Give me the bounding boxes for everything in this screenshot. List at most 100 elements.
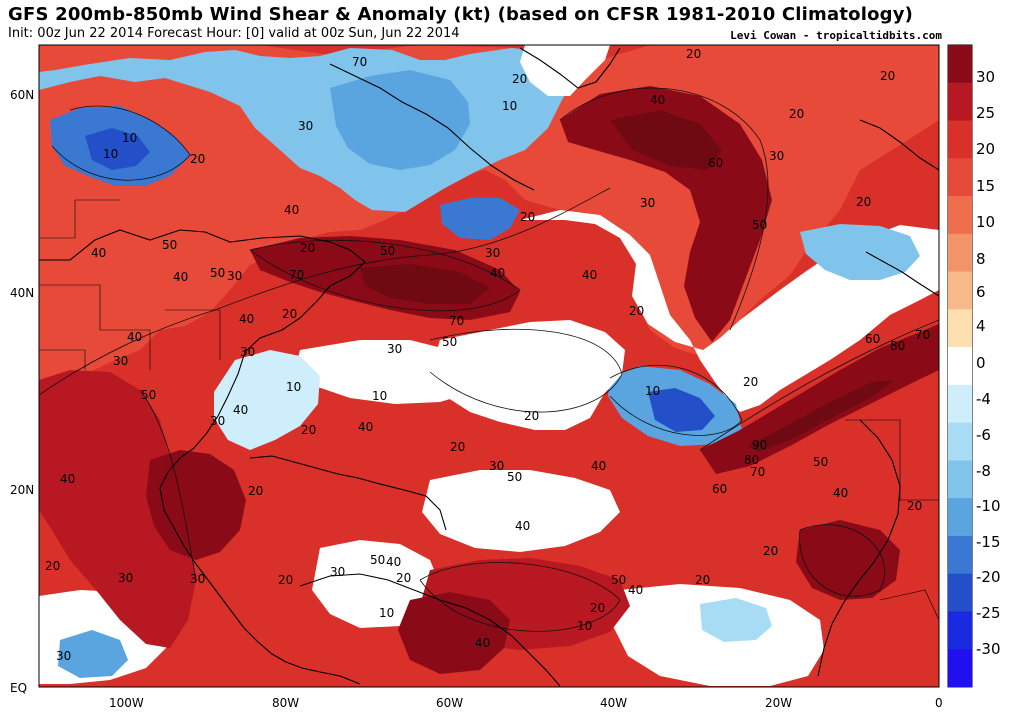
central-white-zone (430, 320, 625, 430)
contour-label: 80 (744, 453, 759, 467)
contour-label: 50 (380, 244, 395, 258)
contour-label: 30 (118, 571, 133, 585)
lat-label-40n: 40N (10, 286, 34, 300)
labrador-blue-core (440, 198, 520, 240)
contour-label: 50 (507, 470, 522, 484)
contour-label: 10 (502, 99, 517, 113)
northeast-jet-inner (610, 110, 722, 170)
contour-label: 20 (190, 152, 205, 166)
colorbar-swatch (948, 611, 972, 650)
south-east-blue-core (700, 598, 772, 642)
caribbean-coast (249, 455, 447, 531)
contour-label: 20 (248, 484, 263, 498)
credit-text: Levi Cowan - tropicaltidbits.com (730, 29, 942, 42)
colorbar-label: 10 (976, 213, 995, 231)
borders (39, 199, 939, 621)
north-jet-core-inner (360, 264, 490, 304)
contour-label: 30 (56, 649, 71, 663)
contour-label: 30 (489, 459, 504, 473)
colorbar-swatch (948, 649, 972, 688)
contour-label: 70 (289, 268, 304, 282)
colorbar-label: -6 (976, 426, 991, 444)
contour-line-1 (39, 187, 611, 396)
lat-label-60n: 60N (10, 88, 34, 102)
contour-label: 70 (915, 328, 930, 342)
greenland-coast (519, 47, 621, 89)
colorbar-swatch (948, 422, 972, 461)
contour-label: 40 (233, 403, 248, 417)
colorbar-label: -4 (976, 390, 991, 408)
contour-label: 30 (330, 565, 345, 579)
contour-label: 40 (127, 330, 142, 344)
contour-label: 10 (286, 380, 301, 394)
contour-label: 40 (239, 312, 254, 326)
border-1 (39, 284, 151, 370)
lat-label-eq: EQ (10, 681, 27, 695)
colorbar-label: -15 (976, 533, 1001, 551)
colorbar-label: -25 (976, 604, 1001, 622)
colorbar-label: -30 (976, 640, 1001, 658)
colorbar-swatches (948, 45, 972, 688)
colorbar-swatch (948, 45, 972, 84)
contour-label: 20 (743, 375, 758, 389)
colorbar-label: 0 (976, 354, 986, 372)
lat-label-20n: 20N (10, 483, 34, 497)
eastern-jet-core (700, 324, 939, 474)
contour-label: 70 (750, 465, 765, 479)
contour-label: 20 (880, 69, 895, 83)
contour-label: 40 (833, 486, 848, 500)
colorbar-label: -8 (976, 462, 991, 480)
contour-label: 20 (300, 241, 315, 255)
greenland-blue-zone (330, 70, 470, 170)
contour-label: 20 (512, 72, 527, 86)
contour-label: 40 (650, 93, 665, 107)
contour-label: 30 (640, 196, 655, 210)
subtropical-dark-blue-core (648, 388, 715, 432)
colorbar-swatch (948, 271, 972, 310)
colorbar-label: 30 (976, 68, 995, 86)
lon-label-0: 0 (935, 696, 943, 710)
contour-label: 40 (358, 420, 373, 434)
colorbar-label: 4 (976, 317, 986, 335)
contour-label: 10 (372, 389, 387, 403)
contour-label: 30 (240, 345, 255, 359)
contour-label: 10 (103, 147, 118, 161)
north-america-coast (39, 229, 366, 685)
contour-label: 20 (450, 440, 465, 454)
colorbar-label: 25 (976, 104, 995, 122)
colorbar-swatch (948, 535, 972, 575)
contour-label: 50 (141, 388, 156, 402)
contour-line-4 (609, 364, 743, 436)
x-axis-labels: 100W 80W 60W 40W 20W 0 (109, 696, 943, 710)
lon-label-20w: 20W (765, 696, 792, 710)
eastern-jet-inner (748, 380, 895, 452)
contour-label: 50 (611, 573, 626, 587)
contour-label: 20 (789, 107, 804, 121)
contour-label: 30 (485, 246, 500, 260)
contour-label: 40 (582, 268, 597, 282)
eastern-blue-band (800, 224, 920, 280)
contour-label: 20 (629, 304, 644, 318)
contour-label: 50 (370, 553, 385, 567)
contour-label: 60 (865, 332, 880, 346)
colorbar-swatch (948, 460, 972, 499)
colorbar-swatch (948, 498, 972, 537)
border-4 (40, 199, 120, 239)
contour-label: 40 (284, 203, 299, 217)
colorbar-swatch (948, 309, 972, 348)
contour-label: 50 (813, 455, 828, 469)
contour-label: 20 (686, 47, 701, 61)
tropical-white-zone (422, 470, 620, 552)
border-3 (165, 309, 221, 360)
contour-label: 40 (515, 519, 530, 533)
west-land-dark-red (39, 370, 196, 648)
greenland-white-zone (520, 45, 610, 96)
central-america-red-core (146, 450, 246, 560)
lon-label-60w: 60W (436, 696, 463, 710)
contour-label: 20 (524, 409, 539, 423)
contour-label: 50 (162, 238, 177, 252)
contour-label: 30 (113, 354, 128, 368)
contour-label: 10 (577, 619, 592, 633)
colorbar-label: -10 (976, 497, 1001, 515)
